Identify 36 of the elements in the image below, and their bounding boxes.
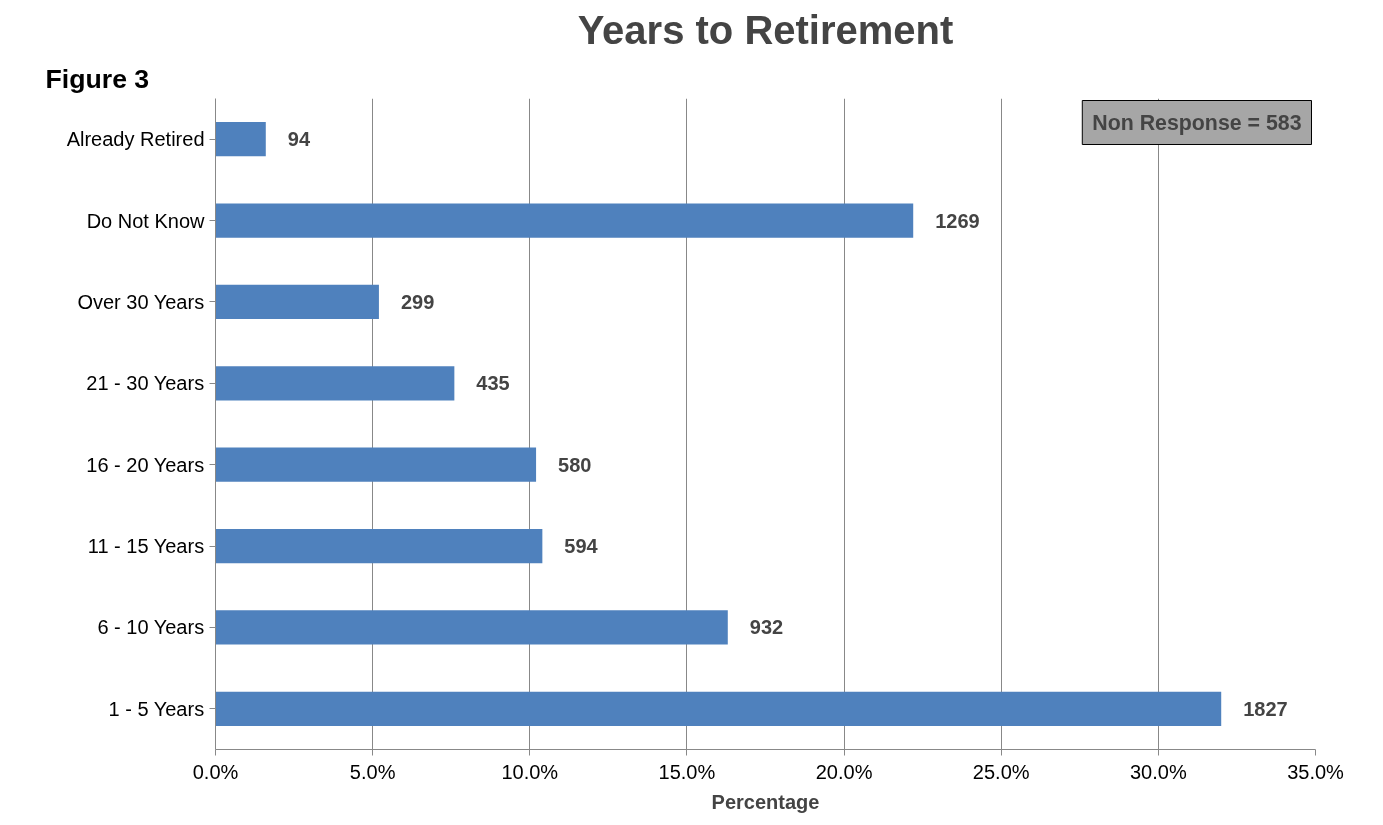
annotation: 580: [558, 453, 592, 476]
bar: [215, 528, 543, 564]
y-tick-label: 21 - 30 Years: [86, 372, 205, 395]
annotation: 1827: [1243, 697, 1288, 720]
bar: [215, 284, 379, 320]
annotation: 594: [564, 535, 599, 558]
x-tick-label: 5.0%: [349, 760, 396, 783]
x-tick-label: 35.0%: [1287, 760, 1345, 783]
annotation: 932: [749, 616, 784, 639]
x-tick-label: 30.0%: [1130, 760, 1187, 783]
x-axis-title: Percentage: [711, 790, 820, 813]
annotation: 1269: [935, 209, 980, 232]
x-tick-label: 15.0%: [658, 760, 716, 783]
annotation: 299: [400, 290, 435, 313]
y-tick-label: 16 - 20 Years: [86, 453, 205, 476]
annotation: 94: [287, 128, 311, 151]
y-tick-label: Do Not Know: [86, 209, 206, 232]
x-tick-label: 20.0%: [815, 760, 873, 783]
y-tick-label: 6 - 10 Years: [97, 616, 205, 639]
y-tick-label: Over 30 Years: [77, 290, 205, 313]
y-tick-label: 1 - 5 Years: [108, 697, 205, 720]
y-tick-label: Already Retired: [66, 128, 205, 151]
bar: [215, 122, 266, 157]
bar: [215, 691, 1222, 726]
x-tick-label: 10.0%: [501, 760, 559, 783]
annotation: 435: [476, 372, 510, 395]
bar: [215, 447, 537, 482]
bar: [215, 203, 914, 238]
caption: Figure 3: [45, 63, 150, 94]
x-tick-label: 0.0%: [192, 760, 239, 783]
annotation: Non Response = 583: [1092, 110, 1302, 135]
y-tick-label: 11 - 15 Years: [87, 535, 205, 558]
bar: [215, 366, 455, 401]
chart-title: Years to Retirement: [577, 7, 954, 52]
x-tick-label: 25.0%: [972, 760, 1030, 783]
bar: [215, 610, 728, 645]
